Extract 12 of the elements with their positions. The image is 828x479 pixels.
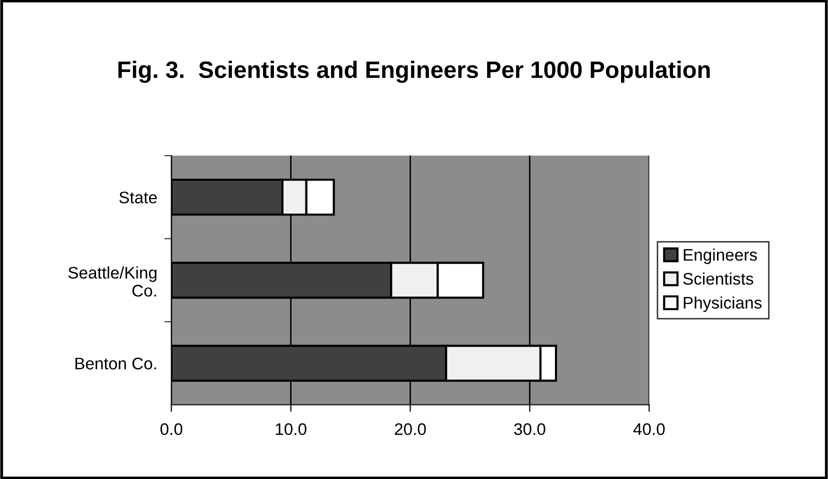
y-tick-label: State [119, 192, 157, 204]
x-tick-label: 20.0 [394, 423, 426, 436]
legend-label: Scientists [683, 272, 754, 285]
y-tick-label: Seattle/King Co. [68, 266, 156, 297]
chart-title: Fig. 3. Scientists and Engineers Per 1000 Population [118, 60, 710, 83]
y-tick-label: Benton Co. [75, 358, 156, 370]
x-tick-label: 40.0 [633, 423, 665, 436]
x-tick-label: 30.0 [514, 423, 546, 436]
x-tick-label: 10.0 [276, 423, 306, 436]
x-tick-label: 0.0 [160, 423, 182, 436]
legend-label: Engineers [684, 248, 757, 264]
legend-label: Physicians [684, 296, 762, 312]
